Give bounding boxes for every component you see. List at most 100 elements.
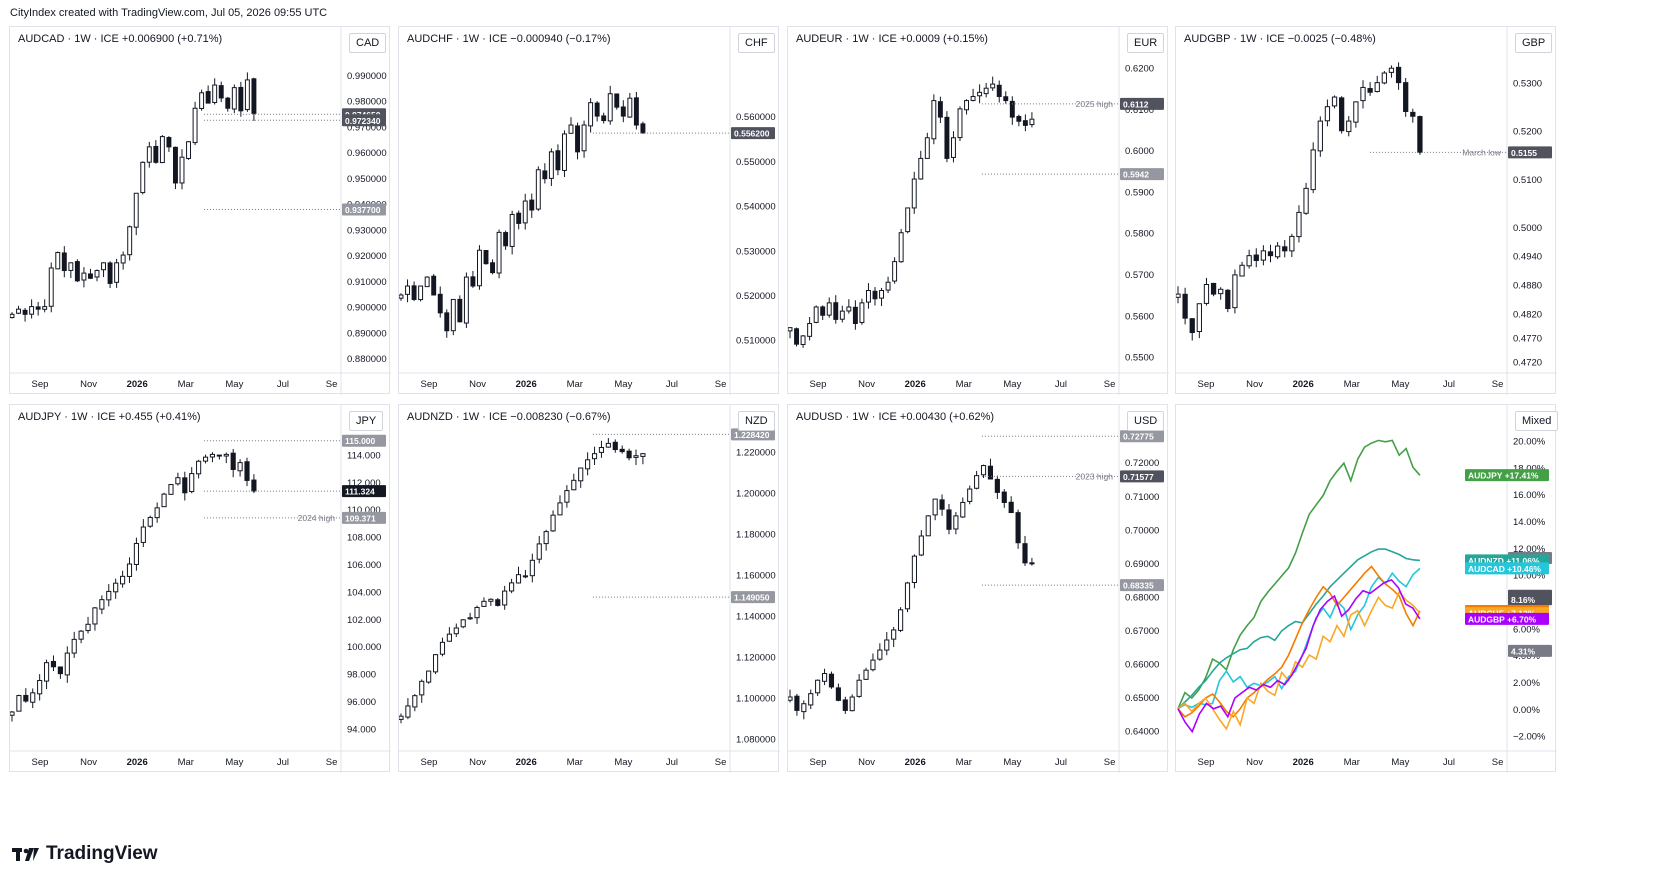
candle-body[interactable] — [172, 146, 178, 184]
candle-body[interactable] — [179, 156, 185, 184]
candle-body[interactable] — [1410, 111, 1416, 117]
currency-button-chf[interactable]: CHF — [738, 33, 775, 53]
candle-body[interactable] — [23, 694, 29, 702]
candle-body[interactable] — [1253, 254, 1259, 261]
candle-body[interactable] — [911, 555, 917, 584]
candle-body[interactable] — [87, 273, 93, 279]
candle-body[interactable] — [865, 290, 871, 303]
candle-body[interactable] — [870, 659, 876, 671]
candle-body[interactable] — [133, 192, 139, 228]
candle-body[interactable] — [925, 515, 931, 537]
candle-body[interactable] — [879, 290, 884, 299]
candle-body[interactable] — [619, 448, 625, 453]
candle-body[interactable] — [578, 467, 584, 482]
candle-body[interactable] — [225, 97, 231, 109]
candle-body[interactable] — [495, 599, 501, 606]
candle-body[interactable] — [439, 641, 446, 655]
candle-body[interactable] — [127, 226, 133, 256]
candle-body[interactable] — [182, 477, 188, 494]
candle-body[interactable] — [1008, 501, 1014, 514]
candle-body[interactable] — [74, 261, 80, 282]
candle-body[interactable] — [983, 87, 989, 95]
candle-body[interactable] — [1189, 318, 1195, 334]
candle-body[interactable] — [977, 91, 983, 97]
candle-body[interactable] — [856, 679, 862, 697]
candle-body[interactable] — [444, 312, 450, 332]
candle-body[interactable] — [251, 78, 257, 114]
candle-body[interactable] — [1317, 120, 1323, 152]
chart-panel-audusd[interactable]: 0.72000 0.71000 0.70000 0.69000 0.68000 0.670… — [787, 404, 1169, 773]
candle-body[interactable] — [470, 276, 476, 287]
candle-body[interactable] — [924, 137, 930, 159]
candle-body[interactable] — [892, 261, 898, 282]
candle-body[interactable] — [192, 107, 198, 144]
candle-body[interactable] — [199, 92, 205, 109]
candle-body[interactable] — [605, 442, 611, 448]
candle-body[interactable] — [967, 488, 973, 502]
candle-body[interactable] — [607, 93, 613, 122]
series-line-audjpy[interactable] — [1177, 439, 1421, 710]
candle-body[interactable] — [627, 97, 633, 118]
candle-body[interactable] — [918, 157, 924, 180]
candle-body[interactable] — [30, 692, 36, 703]
candle-body[interactable] — [980, 465, 987, 476]
candle-body[interactable] — [846, 306, 852, 312]
candle-body[interactable] — [1009, 100, 1015, 118]
candle-body[interactable] — [1239, 264, 1245, 277]
candle-body[interactable] — [419, 680, 425, 696]
candle-body[interactable] — [107, 262, 113, 284]
candle-body[interactable] — [50, 660, 57, 668]
candle-body[interactable] — [238, 86, 244, 112]
series-line-audchf[interactable] — [1177, 590, 1421, 731]
candle-body[interactable] — [126, 563, 133, 577]
candle-body[interactable] — [426, 670, 432, 683]
chart-svg-audnzd[interactable]: 1.220000 1.200000 1.180000 1.160000 1.140000… — [399, 405, 780, 773]
candle-body[interactable] — [85, 623, 91, 632]
candle-body[interactable] — [483, 250, 489, 265]
candle-body[interactable] — [503, 232, 509, 247]
candle-body[interactable] — [81, 272, 87, 281]
candle-body[interactable] — [209, 453, 216, 458]
candle-body[interactable] — [154, 507, 160, 519]
candle-body[interactable] — [821, 673, 828, 682]
candle-body[interactable] — [585, 459, 591, 470]
candle-body[interactable] — [863, 669, 869, 680]
candle-body[interactable] — [94, 270, 100, 278]
candle-body[interactable] — [10, 313, 15, 319]
candle-body[interactable] — [548, 151, 554, 179]
candle-body[interactable] — [522, 575, 528, 578]
chart-panel-audnzd[interactable]: 1.220000 1.200000 1.180000 1.160000 1.140000… — [398, 404, 780, 773]
candle-body[interactable] — [633, 455, 639, 458]
candle-body[interactable] — [1381, 72, 1387, 84]
series-line-audcad[interactable] — [1177, 567, 1421, 710]
candle-body[interactable] — [898, 232, 904, 263]
candle-body[interactable] — [571, 479, 577, 491]
candle-body[interactable] — [153, 145, 159, 163]
candle-body[interactable] — [1022, 543, 1028, 564]
candle-body[interactable] — [509, 582, 515, 592]
candle-body[interactable] — [640, 453, 646, 457]
candle-body[interactable] — [918, 535, 924, 556]
candle-body[interactable] — [133, 542, 139, 565]
candle-body[interactable] — [626, 450, 632, 459]
candle-body[interactable] — [939, 499, 945, 510]
candle-body[interactable] — [29, 306, 35, 315]
candle-body[interactable] — [230, 452, 236, 470]
chart-panel-audjpy[interactable]: 114.000 112.000 110.000 108.000 106.000 104.0… — [9, 404, 391, 773]
candle-body[interactable] — [1289, 235, 1295, 252]
candle-body[interactable] — [614, 93, 620, 108]
candle-body[interactable] — [1022, 120, 1028, 126]
candle-body[interactable] — [594, 102, 600, 117]
candle-body[interactable] — [944, 116, 950, 159]
currency-button-eur[interactable]: EUR — [1127, 33, 1165, 53]
candle-body[interactable] — [106, 590, 112, 601]
candle-body[interactable] — [1225, 289, 1231, 310]
candle-body[interactable] — [71, 638, 77, 654]
candle-body[interactable] — [1296, 211, 1302, 238]
candle-body[interactable] — [1176, 293, 1181, 298]
candle-body[interactable] — [202, 456, 209, 462]
candle-body[interactable] — [488, 598, 494, 602]
candle-body[interactable] — [884, 639, 890, 651]
candle-body[interactable] — [960, 501, 966, 518]
candle-body[interactable] — [1016, 116, 1022, 122]
